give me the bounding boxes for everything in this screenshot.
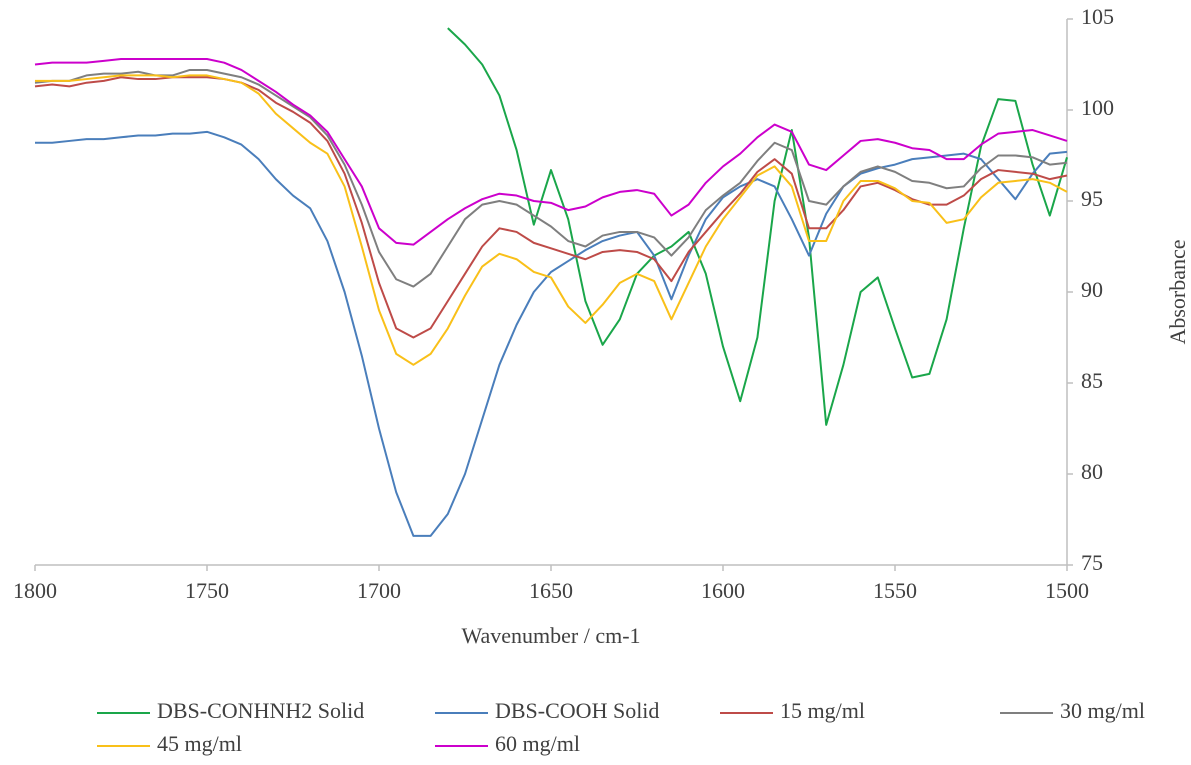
- series-line: [35, 130, 1068, 537]
- series-line: [34, 58, 1068, 246]
- series-line: [34, 76, 1068, 339]
- x-tick-label: 1750: [185, 578, 229, 603]
- legend-label: DBS-CONHNH2 Solid: [157, 698, 364, 723]
- y-tick-label: 75: [1081, 550, 1103, 575]
- y-tick-label: 80: [1081, 459, 1103, 484]
- x-tick-label: 1650: [529, 578, 573, 603]
- y-tick-label: 105: [1081, 4, 1114, 29]
- y-tick-label: 85: [1081, 368, 1103, 393]
- x-tick-label: 1550: [873, 578, 917, 603]
- x-axis-title: Wavenumber / cm-1: [461, 623, 640, 648]
- x-tick-label: 1800: [13, 578, 57, 603]
- x-tick-label: 1600: [701, 578, 745, 603]
- y-axis-title: Absorbance: [1165, 239, 1190, 344]
- y-tick-label: 90: [1081, 277, 1103, 302]
- y-tick-label: 95: [1081, 186, 1103, 211]
- x-tick-label: 1700: [357, 578, 401, 603]
- legend-label: 30 mg/ml: [1060, 698, 1145, 723]
- series-line: [35, 74, 1068, 366]
- y-tick-label: 100: [1081, 95, 1114, 120]
- legend-label: 60 mg/ml: [495, 731, 580, 756]
- series-line: [34, 68, 1068, 288]
- legend-label: 45 mg/ml: [157, 731, 242, 756]
- series-line: [447, 27, 1068, 426]
- x-tick-label: 1500: [1045, 578, 1089, 603]
- legend-label: DBS-COOH Solid: [495, 698, 659, 723]
- legend-label: 15 mg/ml: [780, 698, 865, 723]
